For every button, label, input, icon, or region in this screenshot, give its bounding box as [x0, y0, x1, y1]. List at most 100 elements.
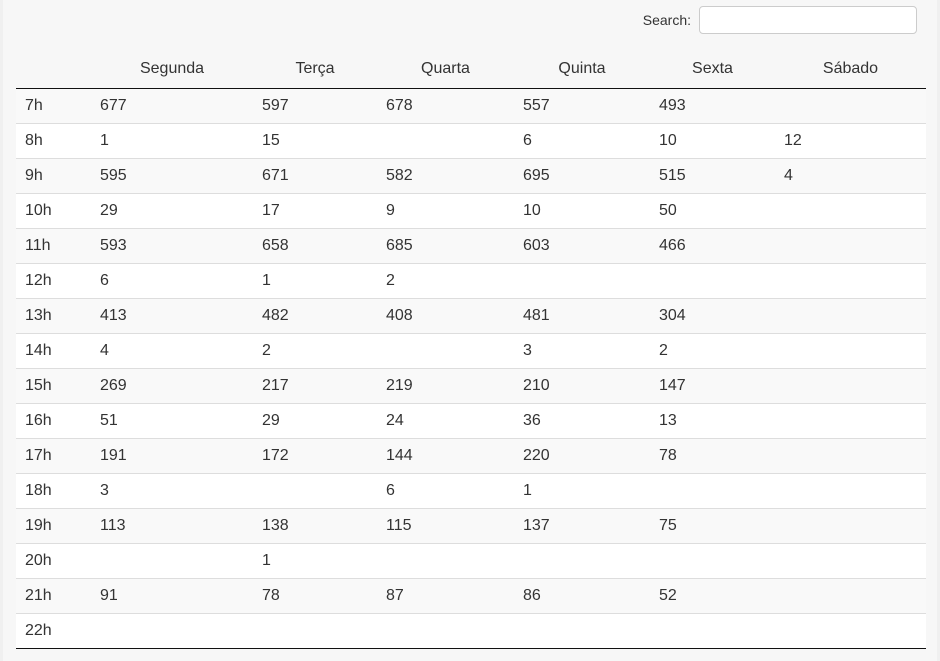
- column-header-segunda[interactable]: Segunda: [91, 50, 253, 89]
- table-cell: 50: [650, 193, 775, 229]
- table-cell: 1: [91, 123, 253, 159]
- table-cell: 304: [650, 298, 775, 334]
- table-cell: 695: [514, 158, 650, 194]
- table-cell: 22h: [16, 613, 91, 649]
- table-cell: 191: [91, 438, 253, 474]
- table-row: 18h 3 6 1: [16, 473, 926, 509]
- table-cell: 408: [377, 298, 514, 334]
- table-cell: [377, 543, 514, 579]
- column-header-sabado[interactable]: Sábado: [775, 50, 926, 89]
- table-row: 16h 51 29 24 36 13: [16, 403, 926, 439]
- table-cell: [775, 368, 926, 404]
- table-row: 17h 191 172 144 220 78: [16, 438, 926, 474]
- column-header-quinta[interactable]: Quinta: [514, 50, 650, 89]
- table-cell: [775, 613, 926, 649]
- table-cell: [775, 298, 926, 334]
- column-header-sexta[interactable]: Sexta: [650, 50, 775, 89]
- table-cell: 557: [514, 88, 650, 124]
- table-cell: [775, 438, 926, 474]
- table-cell: 115: [377, 508, 514, 544]
- table-cell: 2: [650, 333, 775, 369]
- table-cell: 677: [91, 88, 253, 124]
- table-cell: 6: [91, 263, 253, 299]
- table-row: 7h 677 597 678 557 493: [16, 88, 926, 124]
- column-header-hour[interactable]: [16, 50, 91, 89]
- table-cell: 11h: [16, 228, 91, 264]
- table-cell: 78: [253, 578, 377, 614]
- table-cell: [650, 263, 775, 299]
- table-cell: 210: [514, 368, 650, 404]
- table-cell: 86: [514, 578, 650, 614]
- table-cell: 91: [91, 578, 253, 614]
- table-cell: 15h: [16, 368, 91, 404]
- table-row: 13h 413 482 408 481 304: [16, 298, 926, 334]
- table-body: 7h 677 597 678 557 493 8h 1 15 6 10 12 9…: [16, 88, 926, 649]
- table-row: 11h 593 658 685 603 466: [16, 228, 926, 264]
- table-cell: 2: [253, 333, 377, 369]
- table-cell: 10h: [16, 193, 91, 229]
- table-cell: 13: [650, 403, 775, 439]
- table-cell: [775, 543, 926, 579]
- table-cell: 9: [377, 193, 514, 229]
- table-row: 21h 91 78 87 86 52: [16, 578, 926, 614]
- table-row: 14h 4 2 3 2: [16, 333, 926, 369]
- table-cell: 678: [377, 88, 514, 124]
- table-cell: 51: [91, 403, 253, 439]
- table-row: 15h 269 217 219 210 147: [16, 368, 926, 404]
- table-cell: 481: [514, 298, 650, 334]
- table-cell: 3: [91, 473, 253, 509]
- table-cell: [377, 333, 514, 369]
- table-cell: 29: [91, 193, 253, 229]
- table-row: 8h 1 15 6 10 12: [16, 123, 926, 159]
- table-cell: 75: [650, 508, 775, 544]
- table-cell: 144: [377, 438, 514, 474]
- table-cell: 24: [377, 403, 514, 439]
- table-cell: 658: [253, 228, 377, 264]
- table-cell: [775, 263, 926, 299]
- table-row: 19h 113 138 115 137 75: [16, 508, 926, 544]
- table-cell: 147: [650, 368, 775, 404]
- table-cell: 15: [253, 123, 377, 159]
- table-cell: 595: [91, 158, 253, 194]
- table-cell: [775, 508, 926, 544]
- table-cell: [514, 543, 650, 579]
- table-cell: 3: [514, 333, 650, 369]
- table-cell: [650, 473, 775, 509]
- table-cell: [377, 613, 514, 649]
- table-cell: 1: [514, 473, 650, 509]
- table-row: 20h 1: [16, 543, 926, 579]
- table-cell: 7h: [16, 88, 91, 124]
- table-cell: 52: [650, 578, 775, 614]
- table-cell: 269: [91, 368, 253, 404]
- table-cell: 10: [650, 123, 775, 159]
- table-cell: 36: [514, 403, 650, 439]
- table-cell: 113: [91, 508, 253, 544]
- table-cell: 413: [91, 298, 253, 334]
- table-cell: 6: [377, 473, 514, 509]
- table-cell: 16h: [16, 403, 91, 439]
- table-cell: [91, 613, 253, 649]
- table-cell: [514, 263, 650, 299]
- column-header-terca[interactable]: Terça: [253, 50, 377, 89]
- table-cell: 4: [775, 158, 926, 194]
- table-cell: 12h: [16, 263, 91, 299]
- table-cell: 217: [253, 368, 377, 404]
- table-cell: 18h: [16, 473, 91, 509]
- column-header-quarta[interactable]: Quarta: [377, 50, 514, 89]
- table-cell: [514, 613, 650, 649]
- table-cell: [91, 543, 253, 579]
- table-cell: 12: [775, 123, 926, 159]
- table-cell: [650, 543, 775, 579]
- table-cell: [775, 578, 926, 614]
- table-cell: 6: [514, 123, 650, 159]
- table-cell: 137: [514, 508, 650, 544]
- search-input[interactable]: [699, 6, 917, 34]
- table-cell: [775, 333, 926, 369]
- table-cell: 1: [253, 543, 377, 579]
- table-cell: 220: [514, 438, 650, 474]
- table-cell: 14h: [16, 333, 91, 369]
- table-cell: 78: [650, 438, 775, 474]
- table-cell: 603: [514, 228, 650, 264]
- table-cell: 515: [650, 158, 775, 194]
